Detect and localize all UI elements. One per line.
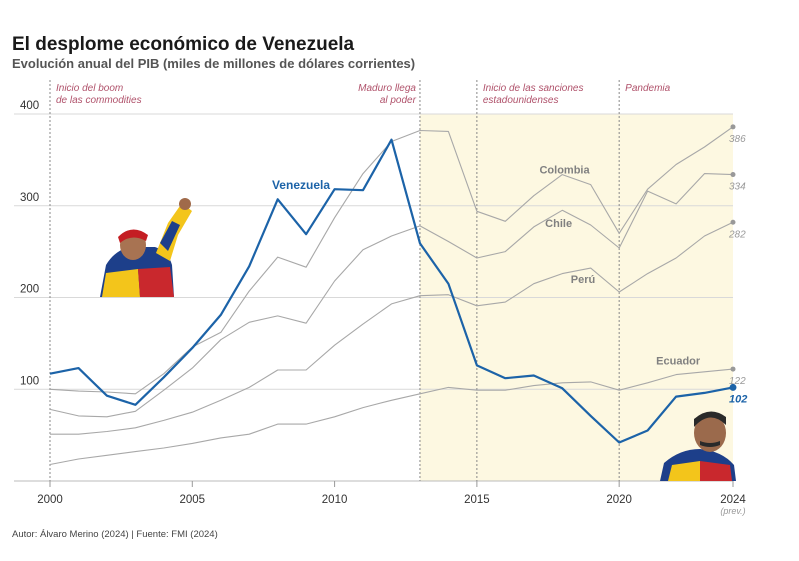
- series-end-point-chile: [730, 172, 736, 178]
- series-end-point-ecuador: [730, 366, 736, 372]
- series-line-venezuela: [49, 138, 734, 444]
- annotation-text-2000-0: Inicio del boom: [56, 83, 123, 94]
- maduro-figure: [660, 411, 736, 481]
- series-line-ecuador: [49, 368, 734, 466]
- series-end-point-venezuela: [729, 383, 737, 391]
- annotation-text-2015-1: estadounidenses: [483, 95, 559, 106]
- x-axis: 2000 2005 2010 2015 2020 2024(prev.): [37, 481, 746, 516]
- series-end-value-venezuela: 102: [729, 393, 747, 405]
- chavez-figure: [100, 198, 192, 297]
- x-tick-label-2000: 2000: [37, 494, 63, 506]
- series-end-value-colombia: 386: [729, 134, 746, 145]
- annotation-text-2013-1: al poder: [380, 95, 417, 106]
- series-label-colombia: Colombia: [539, 165, 590, 177]
- y-tick-label-400: 400: [20, 100, 39, 112]
- series-label-peru: Perú: [571, 274, 595, 286]
- y-tick-label-100: 100: [20, 375, 39, 387]
- x-tick-label-2024: 2024: [720, 494, 746, 506]
- series-labels: 386 Colombia 334 Chile 282 Perú 122 Ecuador 102 V…: [272, 134, 747, 406]
- series-end-point-colombia: [730, 124, 736, 130]
- series-line-peru: [50, 221, 734, 435]
- series-line-chile: [49, 173, 734, 418]
- x-tick-sublabel: (prev.): [720, 506, 745, 516]
- y-tick-label-300: 300: [20, 192, 39, 204]
- series-label-ecuador: Ecuador: [656, 355, 701, 367]
- annotation-text-2020-0: Pandemia: [625, 83, 670, 94]
- series-lines: [49, 124, 737, 466]
- annotation-text-2013-0: Maduro llega: [358, 83, 416, 94]
- series-end-value-ecuador: 122: [729, 376, 746, 387]
- annotation-text-2015-0: Inicio de las sanciones: [483, 83, 584, 94]
- y-axis: 100 200 300 400: [20, 100, 39, 387]
- series-label-chile: Chile: [545, 218, 572, 230]
- series-label-venezuela: Venezuela: [272, 178, 330, 192]
- annotation-lines: [49, 80, 620, 481]
- series-end-value-chile: 334: [729, 182, 746, 193]
- x-tick-label-2010: 2010: [322, 494, 348, 506]
- chart-subtitle: Evolución anual del PIB (miles de millon…: [12, 56, 416, 71]
- x-tick-label-2005: 2005: [179, 494, 205, 506]
- grid-lines: [14, 113, 733, 482]
- y-tick-label-200: 200: [20, 284, 39, 296]
- x-tick-label-2015: 2015: [464, 494, 490, 506]
- chart-title: El desplome económico de Venezuela: [12, 34, 355, 55]
- source-footer: Autor: Álvaro Merino (2024) | Fuente: FM…: [12, 529, 218, 540]
- series-end-point-peru: [730, 219, 736, 225]
- series-end-value-peru: 282: [728, 229, 746, 240]
- x-tick-label-2020: 2020: [606, 494, 632, 506]
- annotation-text-2000-1: de las commodities: [56, 95, 142, 106]
